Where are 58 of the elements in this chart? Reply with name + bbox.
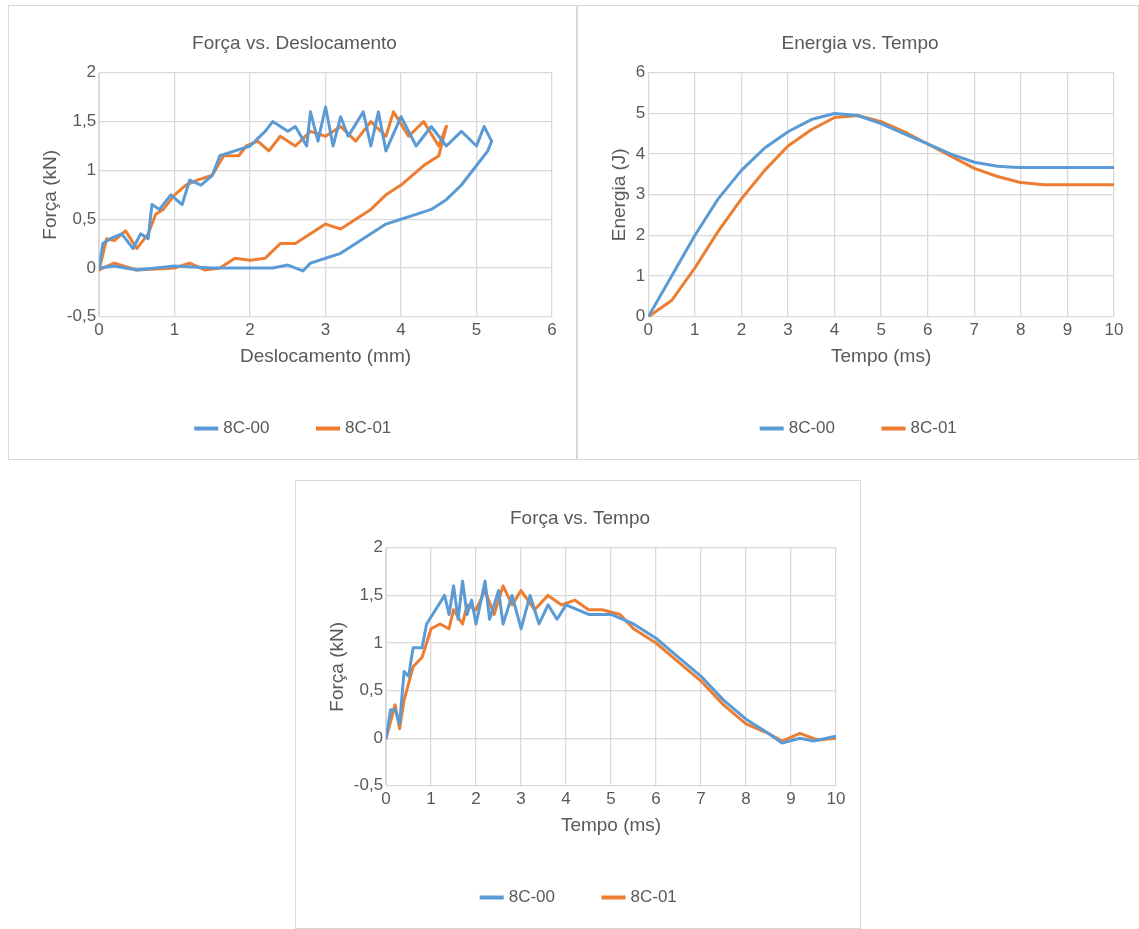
y-tick-label: 2 <box>86 62 97 82</box>
legend-label: 8C-01 <box>345 418 392 438</box>
x-tick-label: 5 <box>876 319 886 339</box>
x-tick-label: 6 <box>547 319 557 339</box>
legend-label: 8C-00 <box>508 887 556 907</box>
x-tick-label: 2 <box>471 788 481 808</box>
x-tick-label: 3 <box>516 788 526 808</box>
x-tick-label: 4 <box>561 788 571 808</box>
chart-title: Força vs. Tempo <box>509 506 651 528</box>
x-tick-label: 5 <box>606 788 616 808</box>
y-tick-label: 1,5 <box>72 111 97 131</box>
legend-label: 8C-00 <box>788 418 836 438</box>
y-tick-label: 0,5 <box>359 680 384 700</box>
x-tick-label: 3 <box>783 319 793 339</box>
legend-label: 8C-01 <box>630 887 677 907</box>
x-tick-label: 4 <box>829 319 840 339</box>
chart-title: Força vs. Deslocamento <box>192 31 397 53</box>
x-tick-label: 2 <box>245 319 255 339</box>
x-tick-label: 8 <box>1016 319 1026 339</box>
x-tick-label: 9 <box>786 788 796 808</box>
x-tick-label: 10 <box>826 788 846 808</box>
x-tick-label: 6 <box>922 319 933 339</box>
y-tick-label: 6 <box>635 62 646 82</box>
x-tick-label: 2 <box>736 319 747 339</box>
y-tick-label: 1 <box>86 160 97 180</box>
y-axis-title: Força (kN) <box>325 621 347 712</box>
x-tick-label: 10 <box>1104 319 1124 339</box>
y-tick-label: 4 <box>635 143 646 163</box>
y-axis-title: Energia (J) <box>607 148 629 242</box>
y-tick-label: 2 <box>373 537 384 557</box>
y-tick-label: 0 <box>86 257 97 277</box>
y-tick-label: 0 <box>373 727 384 747</box>
x-tick-label: 1 <box>690 319 700 339</box>
x-tick-label: 3 <box>320 319 331 339</box>
y-tick-label: 0 <box>635 306 646 326</box>
x-axis-title: Deslocamento (mm) <box>240 344 412 366</box>
y-tick-label: 2 <box>635 225 646 245</box>
y-tick-label: 3 <box>635 184 646 204</box>
x-tick-label: 6 <box>651 788 661 808</box>
x-tick-label: 7 <box>696 788 706 808</box>
y-tick-label: 1,5 <box>359 585 384 605</box>
y-tick-label: 1 <box>373 632 384 652</box>
x-axis-title: Tempo (ms) <box>560 813 662 835</box>
x-tick-label: 5 <box>471 319 482 339</box>
y-axis-title: Força (kN) <box>38 149 60 240</box>
legend-label: 8C-00 <box>223 418 270 438</box>
x-axis-title: Tempo (ms) <box>830 344 932 366</box>
x-tick-label: 7 <box>969 319 980 339</box>
y-tick-label: 5 <box>635 103 646 123</box>
y-tick-label: 0,5 <box>72 208 97 228</box>
y-tick-label: 1 <box>635 265 646 285</box>
x-tick-label: 1 <box>169 319 180 339</box>
x-tick-label: 8 <box>741 788 751 808</box>
chart-title: Energia vs. Tempo <box>781 31 939 53</box>
x-tick-label: 9 <box>1062 319 1073 339</box>
legend-label: 8C-01 <box>910 418 957 438</box>
x-tick-label: 4 <box>396 319 406 339</box>
x-tick-label: 1 <box>426 788 436 808</box>
